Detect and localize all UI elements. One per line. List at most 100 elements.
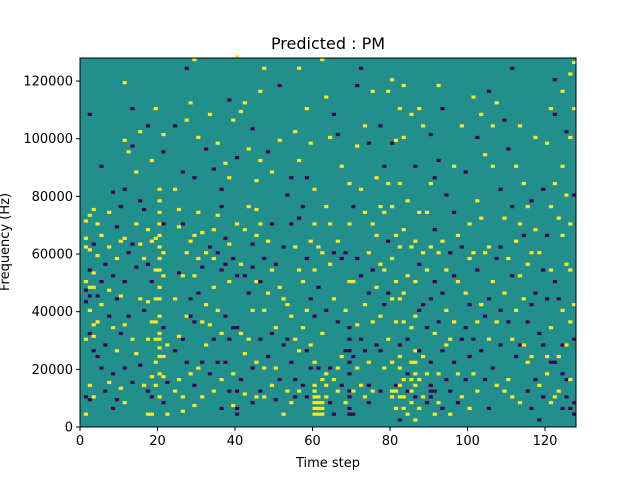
heatmap-cell bbox=[161, 274, 166, 278]
heatmap-cell bbox=[258, 337, 263, 341]
heatmap-cell bbox=[227, 279, 232, 284]
heatmap-cell bbox=[91, 349, 96, 353]
heatmap-cell bbox=[157, 372, 162, 376]
heatmap-cell bbox=[351, 354, 356, 359]
heatmap-cell bbox=[397, 383, 402, 387]
heatmap-cell bbox=[297, 158, 302, 163]
heatmap-cell bbox=[122, 187, 127, 191]
heatmap-cell bbox=[506, 147, 511, 151]
heatmap-cell bbox=[273, 398, 278, 402]
heatmap-cell bbox=[83, 219, 89, 223]
heatmap-cell bbox=[355, 366, 360, 370]
heatmap-cell bbox=[200, 265, 205, 269]
heatmap-cell bbox=[541, 187, 546, 191]
heatmap-cell bbox=[231, 118, 236, 122]
heatmap-cell bbox=[463, 291, 468, 295]
heatmap-cell bbox=[204, 147, 209, 151]
heatmap-cell bbox=[269, 268, 275, 272]
heatmap-cell bbox=[118, 331, 123, 336]
heatmap-cell bbox=[568, 268, 573, 272]
heatmap-cell bbox=[432, 176, 437, 180]
heatmap-cell bbox=[87, 308, 92, 312]
heatmap-cell bbox=[200, 360, 205, 364]
heatmap-cell bbox=[498, 245, 503, 249]
heatmap-cell bbox=[281, 245, 286, 249]
heatmap-cell bbox=[293, 377, 298, 382]
x-axis-label: Time step bbox=[295, 456, 360, 471]
heatmap-cell bbox=[421, 354, 426, 359]
heatmap-cell bbox=[149, 279, 154, 284]
heatmap-cell bbox=[231, 256, 236, 261]
heatmap-cell bbox=[362, 124, 368, 128]
heatmap-cell bbox=[87, 268, 92, 272]
heatmap-cell bbox=[184, 314, 189, 318]
heatmap-cell bbox=[459, 337, 464, 341]
heatmap-cell bbox=[91, 285, 96, 289]
heatmap-cell bbox=[552, 112, 557, 116]
heatmap-cell bbox=[564, 262, 569, 266]
heatmap-cell bbox=[378, 389, 383, 393]
heatmap-cell bbox=[157, 337, 162, 341]
heatmap-cell bbox=[324, 308, 329, 312]
heatmap-cell bbox=[180, 337, 185, 341]
heatmap-cell bbox=[393, 383, 399, 387]
heatmap-cell bbox=[424, 372, 430, 376]
heatmap-cell bbox=[188, 239, 193, 243]
heatmap-cell bbox=[308, 239, 313, 243]
heatmap-cell bbox=[452, 164, 457, 168]
heatmap-cell bbox=[386, 239, 391, 243]
heatmap-cell bbox=[254, 233, 259, 238]
heatmap-cell bbox=[498, 308, 503, 312]
heatmap-cell bbox=[111, 190, 116, 194]
heatmap-cell bbox=[339, 383, 344, 387]
y-tick-label: 0 bbox=[65, 421, 73, 436]
heatmap-cell bbox=[130, 337, 135, 341]
heatmap-cell bbox=[91, 323, 96, 327]
heatmap-cell bbox=[300, 205, 306, 209]
heatmap-cell bbox=[316, 401, 321, 405]
heatmap-cell bbox=[355, 144, 360, 148]
heatmap-cell bbox=[122, 138, 127, 142]
heatmap-cell bbox=[157, 297, 162, 301]
heatmap-cell bbox=[304, 308, 309, 312]
heatmap-cell bbox=[242, 274, 247, 278]
heatmap-cell bbox=[289, 360, 294, 364]
heatmap-cell bbox=[161, 132, 166, 137]
heatmap-cell bbox=[223, 262, 228, 266]
heatmap-cell bbox=[180, 274, 185, 278]
heatmap-cell bbox=[521, 181, 526, 186]
plot-frame bbox=[79, 57, 577, 428]
heatmap-cell bbox=[393, 389, 399, 393]
heatmap-cell bbox=[91, 207, 96, 212]
y-tick-label: 80000 bbox=[32, 190, 73, 205]
heatmap-cell bbox=[564, 130, 569, 134]
heatmap-cell bbox=[440, 349, 445, 353]
heatmap-cell bbox=[401, 135, 406, 140]
heatmap-cell bbox=[320, 331, 325, 336]
heatmap-cell bbox=[494, 256, 499, 261]
heatmap-cell bbox=[378, 349, 383, 353]
heatmap-cell bbox=[560, 164, 565, 168]
heatmap-cell bbox=[548, 268, 554, 272]
heatmap-cell bbox=[157, 222, 162, 226]
heatmap-cell bbox=[533, 377, 538, 382]
heatmap-cell bbox=[161, 375, 166, 379]
heatmap-cell bbox=[114, 225, 120, 229]
heatmap-cell bbox=[351, 412, 356, 416]
heatmap-cell bbox=[211, 285, 216, 289]
heatmap-cell bbox=[320, 58, 325, 62]
heatmap-cell bbox=[145, 300, 151, 304]
heatmap-cell bbox=[130, 242, 135, 246]
heatmap-cell bbox=[83, 300, 89, 304]
heatmap-cell bbox=[331, 377, 337, 382]
heatmap-cell bbox=[99, 303, 104, 307]
heatmap-cell bbox=[161, 326, 166, 330]
heatmap-cell bbox=[483, 153, 488, 157]
heatmap-cell bbox=[401, 406, 406, 410]
heatmap-cell bbox=[215, 213, 220, 217]
heatmap-cell bbox=[514, 308, 519, 312]
heatmap-cell bbox=[157, 285, 162, 289]
heatmap-cell bbox=[250, 242, 255, 246]
heatmap-cell bbox=[246, 205, 251, 209]
y-axis-label: Frequency (Hz) bbox=[0, 193, 13, 291]
